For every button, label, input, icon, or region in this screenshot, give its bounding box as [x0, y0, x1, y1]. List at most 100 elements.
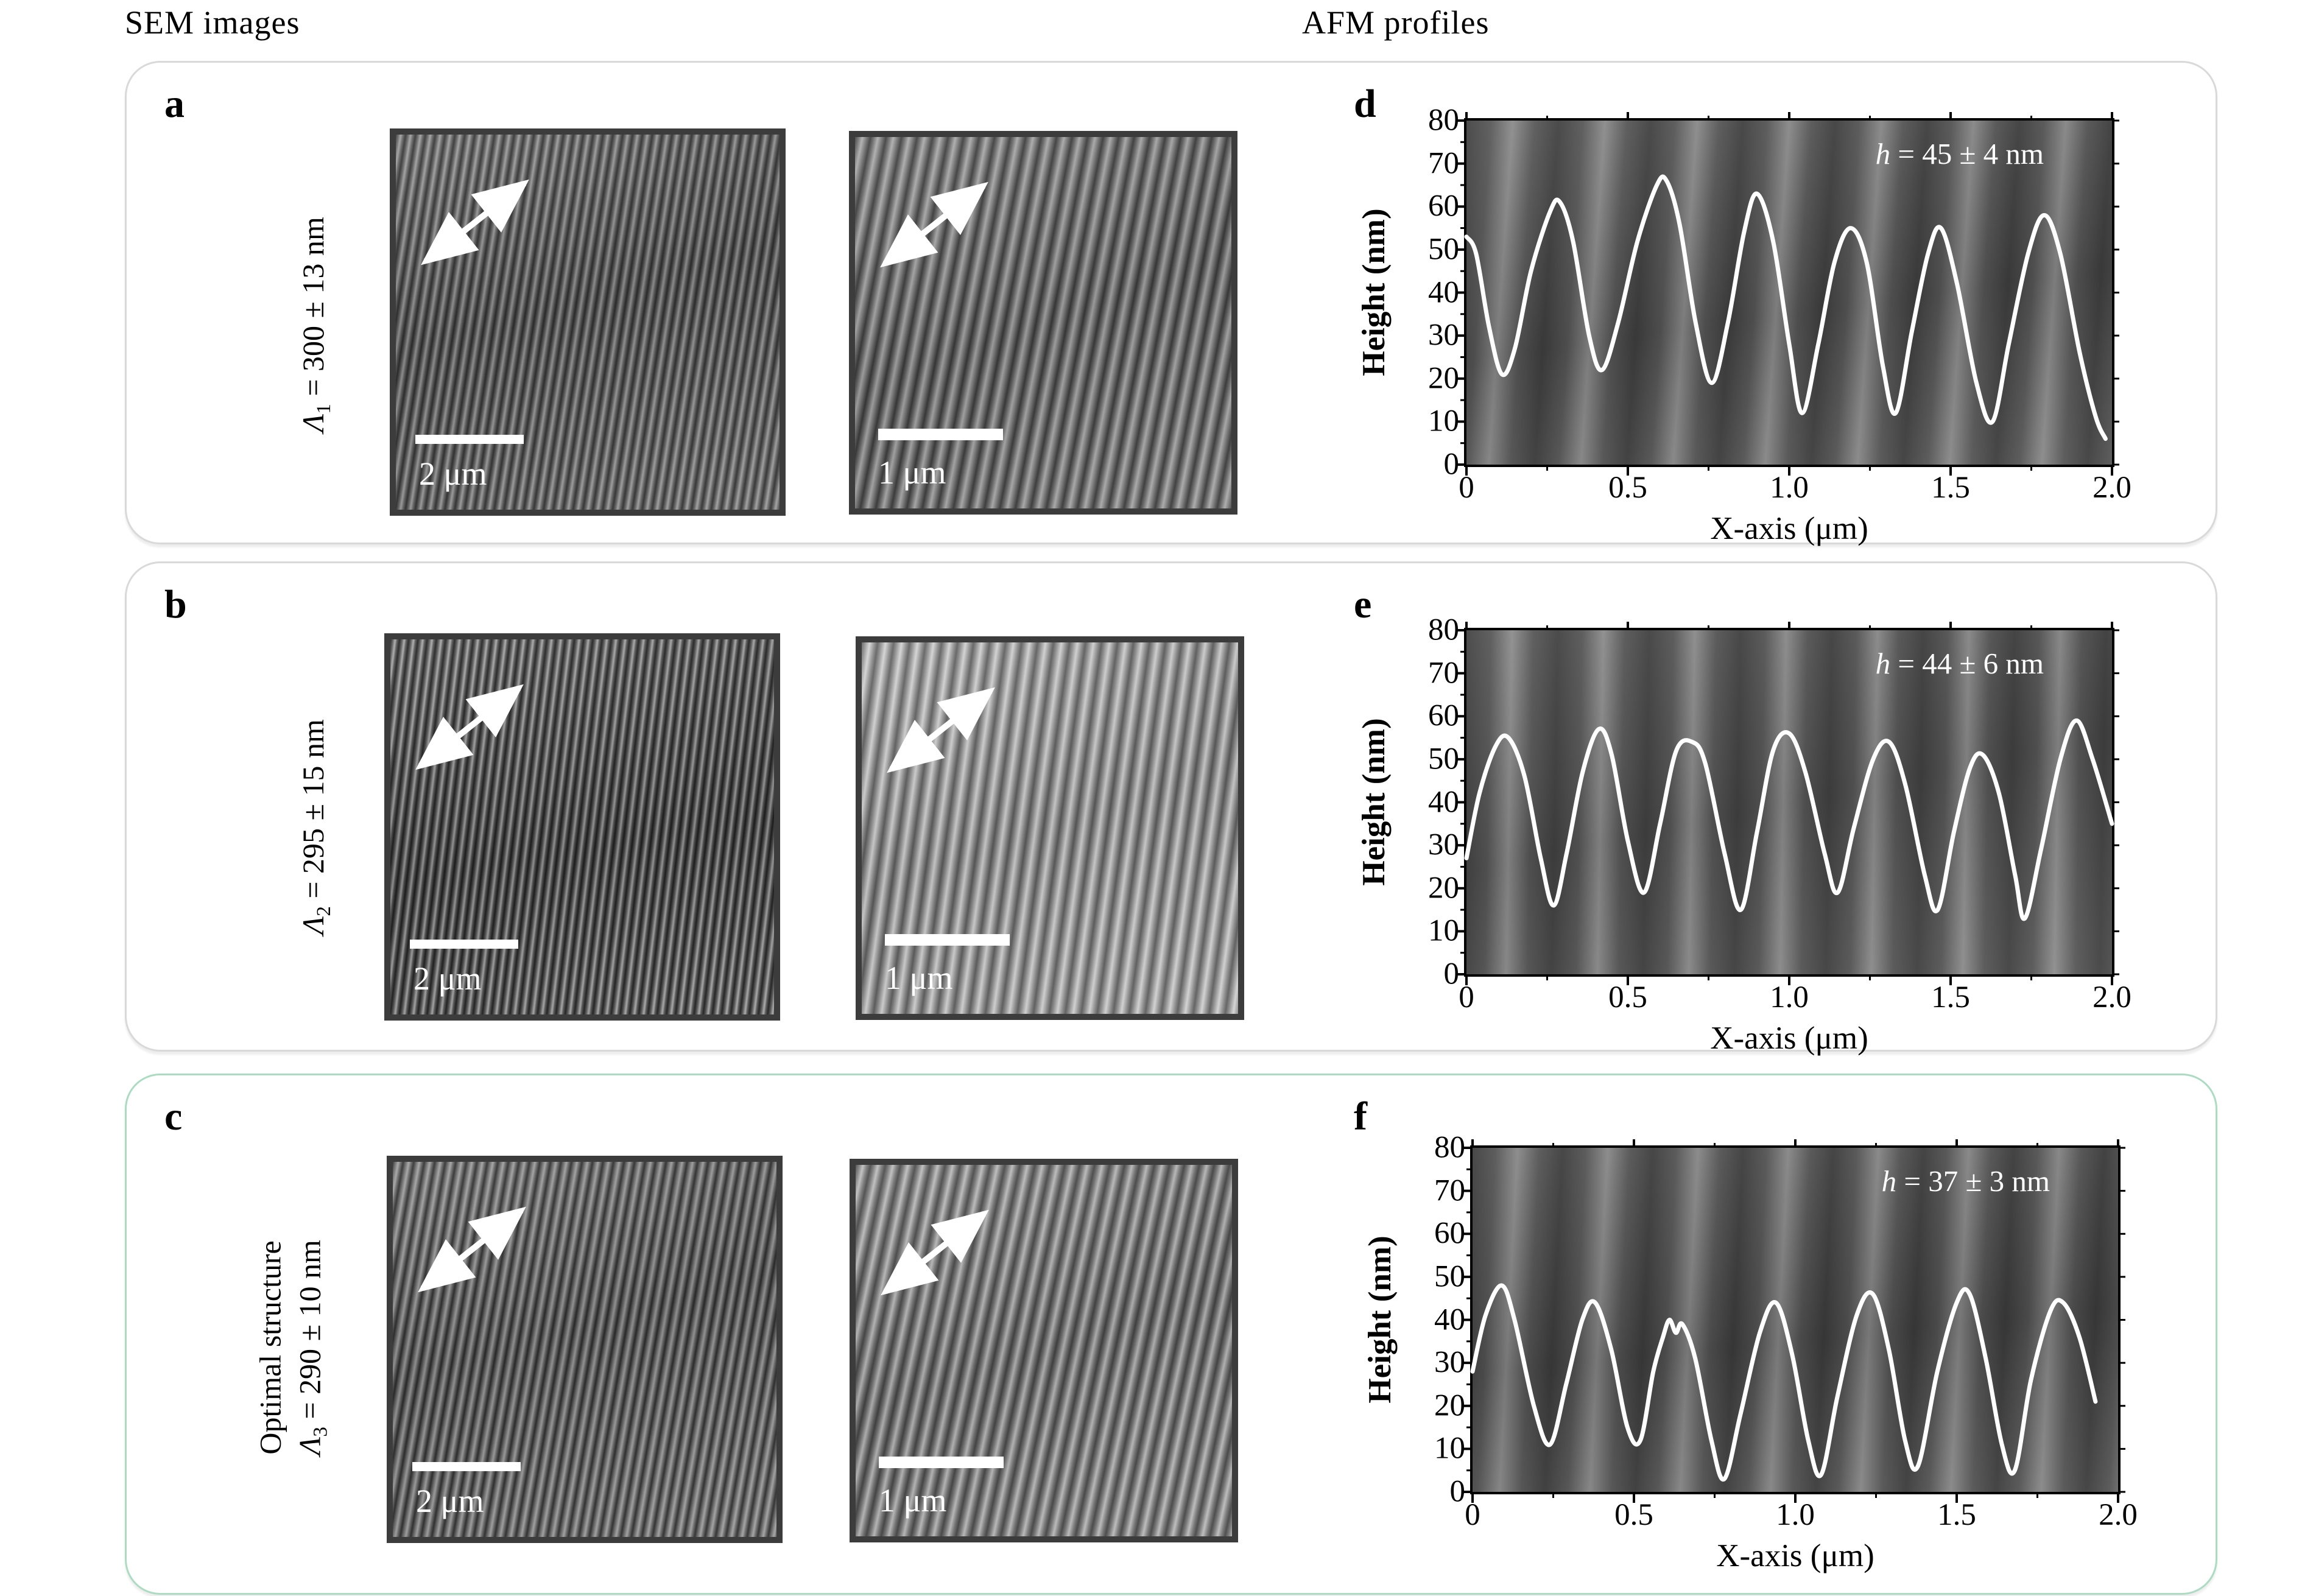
- y-tick-label: 50: [1428, 232, 1459, 267]
- panel-letter-c: c: [164, 1094, 183, 1139]
- ripple-direction-arrow-icon: [887, 687, 995, 773]
- ripple-direction-arrow-icon: [880, 181, 988, 268]
- x-tick-label: 1.0: [1770, 980, 1809, 1014]
- y-tick-label: 30: [1428, 828, 1459, 862]
- panel-letter-b: b: [164, 582, 187, 627]
- y-axis-label: Height (nm): [1356, 208, 1392, 376]
- x-axis-tick-labels: 0 0.5 1.0 1.5 2.0: [1465, 1498, 2138, 1534]
- scale-bar: [885, 934, 1010, 946]
- panel-letter-d: d: [1354, 82, 1376, 126]
- y-tick-label: 40: [1428, 785, 1459, 819]
- y-tick-label: 80: [1434, 1130, 1465, 1165]
- row-label-lambda2: Λ2 = 295 ± 15 nm: [294, 719, 337, 935]
- scale-bar-label: 2 μm: [416, 1483, 484, 1519]
- y-axis-tick-labels: 0 10 20 30 40 50 60 70 80: [1398, 614, 1459, 990]
- y-tick-label: 30: [1434, 1345, 1465, 1380]
- row-label-period: Λ2 = 295 ± 15 nm: [296, 719, 336, 935]
- y-tick-label: 40: [1434, 1302, 1465, 1337]
- y-tick-label: 70: [1428, 146, 1459, 181]
- y-axis-tick-labels: 0 10 20 30 40 50 60 70 80: [1404, 1132, 1465, 1507]
- sem-image-b-1um: 1 μm: [856, 636, 1244, 1020]
- row-label-period: Λ3 = 290 ± 10 nm: [292, 1240, 332, 1455]
- row-label-lambda1: Λ1 = 300 ± 13 nm: [294, 217, 337, 432]
- ripple-direction-arrow-icon: [421, 179, 529, 265]
- y-tick-label: 60: [1428, 189, 1459, 223]
- y-tick-label: 60: [1434, 1216, 1465, 1251]
- scale-bar-label: 1 μm: [885, 960, 953, 996]
- y-tick-label: 20: [1428, 871, 1459, 905]
- row-label-prefix: Optimal structure: [253, 1240, 287, 1455]
- afm-plot-area: h = 37 ± 3 nm: [1462, 1139, 2125, 1503]
- y-axis-label: Height (nm): [1362, 1236, 1398, 1404]
- x-tick-label: 0.5: [1614, 1498, 1653, 1532]
- ripple-direction-arrow-icon: [881, 1209, 989, 1296]
- y-tick-label: 20: [1428, 361, 1459, 396]
- afm-profile-panel-d: Height (nm) 0 10 20 30 40 50 60 70 80 h = 45 ± 4…: [1356, 105, 2222, 553]
- panel-letter-e: e: [1354, 582, 1372, 627]
- sem-image-c-2um: 2 μm: [387, 1156, 783, 1543]
- panel-letter-a: a: [164, 82, 185, 126]
- height-profile-curve: [1455, 622, 2119, 985]
- y-tick-label: 80: [1428, 103, 1459, 138]
- afm-profile-panel-f: Height (nm) 0 10 20 30 40 50 60 70 80 h = 37 ± 3…: [1362, 1132, 2228, 1580]
- panel-box-row-c-optimal: c Optimal structure Λ3 = 290 ± 10 nm 2 μ…: [125, 1074, 2217, 1595]
- row-label-period: Λ1 = 300 ± 13 nm: [296, 217, 336, 432]
- scale-bar-label: 2 μm: [414, 960, 482, 997]
- y-tick-label: 10: [1434, 1431, 1465, 1466]
- panel-box-row-b: b Λ2 = 295 ± 15 nm 2 μm 1 μm e Height (n…: [125, 561, 2217, 1056]
- scale-bar: [415, 435, 524, 444]
- x-tick-label: 0: [1459, 980, 1474, 1014]
- sem-image-b-2um: 2 μm: [384, 633, 780, 1021]
- sem-images-header: SEM images: [125, 4, 300, 41]
- y-tick-label: 70: [1428, 656, 1459, 691]
- x-axis-tick-labels: 0 0.5 1.0 1.5 2.0: [1459, 980, 2131, 1016]
- y-tick-label: 60: [1428, 698, 1459, 733]
- y-tick-label: 50: [1434, 1259, 1465, 1294]
- height-profile-curve: [1455, 112, 2119, 476]
- y-tick-label: 30: [1428, 318, 1459, 353]
- x-tick-label: 0: [1465, 1498, 1480, 1532]
- scale-bar-label: 1 μm: [879, 1482, 947, 1519]
- afm-plot-area: h = 44 ± 6 nm: [1455, 622, 2119, 985]
- afm-profiles-header: AFM profiles: [1302, 4, 1490, 41]
- height-annotation: h = 44 ± 6 nm: [1875, 647, 2044, 680]
- scale-bar: [412, 1462, 521, 1471]
- x-tick-label: 1.5: [1931, 471, 1970, 505]
- x-tick-label: 0: [1459, 471, 1474, 505]
- sem-image-c-1um: 1 μm: [850, 1159, 1238, 1542]
- x-tick-label: 2.0: [2099, 1498, 2138, 1532]
- afm-profile-panel-e: Height (nm) 0 10 20 30 40 50 60 70 80 h = 44 ± 6…: [1356, 614, 2222, 1063]
- x-axis-label: X-axis (μm): [1710, 1021, 1868, 1056]
- x-tick-label: 0.5: [1608, 471, 1647, 505]
- ripple-direction-arrow-icon: [415, 684, 524, 770]
- height-annotation: h = 45 ± 4 nm: [1875, 137, 2044, 170]
- y-axis-tick-labels: 0 10 20 30 40 50 60 70 80: [1398, 105, 1459, 480]
- height-profile-curve: [1462, 1139, 2125, 1503]
- x-axis-label: X-axis (μm): [1710, 511, 1868, 546]
- scale-bar: [410, 940, 518, 949]
- height-annotation: h = 37 ± 3 nm: [1881, 1164, 2050, 1198]
- scale-bar: [879, 1457, 1004, 1468]
- x-axis-label: X-axis (μm): [1716, 1538, 1874, 1573]
- panel-box-row-a: a Λ1 = 300 ± 13 nm 2 μm 1 μm d Height (n…: [125, 61, 2217, 546]
- y-tick-label: 80: [1428, 613, 1459, 647]
- afm-plot-area: h = 45 ± 4 nm: [1455, 112, 2119, 476]
- x-tick-label: 1.0: [1776, 1498, 1815, 1532]
- x-tick-label: 0.5: [1608, 980, 1647, 1014]
- x-tick-label: 1.5: [1931, 980, 1970, 1014]
- scale-bar: [878, 429, 1003, 440]
- sem-image-a-1um: 1 μm: [849, 131, 1237, 515]
- y-tick-label: 40: [1428, 275, 1459, 309]
- sem-image-a-2um: 2 μm: [390, 128, 786, 516]
- ripple-direction-arrow-icon: [418, 1206, 526, 1293]
- x-axis-tick-labels: 0 0.5 1.0 1.5 2.0: [1459, 471, 2131, 507]
- panel-letter-f: f: [1354, 1094, 1367, 1139]
- y-tick-label: 20: [1434, 1388, 1465, 1423]
- scale-bar-label: 1 μm: [878, 454, 946, 491]
- x-tick-label: 1.0: [1770, 471, 1809, 505]
- x-tick-label: 1.5: [1937, 1498, 1976, 1532]
- x-tick-label: 2.0: [2093, 980, 2131, 1014]
- row-label-lambda3-optimal: Optimal structure Λ3 = 290 ± 10 nm: [251, 1240, 334, 1455]
- y-tick-label: 10: [1428, 404, 1459, 438]
- y-tick-label: 70: [1434, 1173, 1465, 1208]
